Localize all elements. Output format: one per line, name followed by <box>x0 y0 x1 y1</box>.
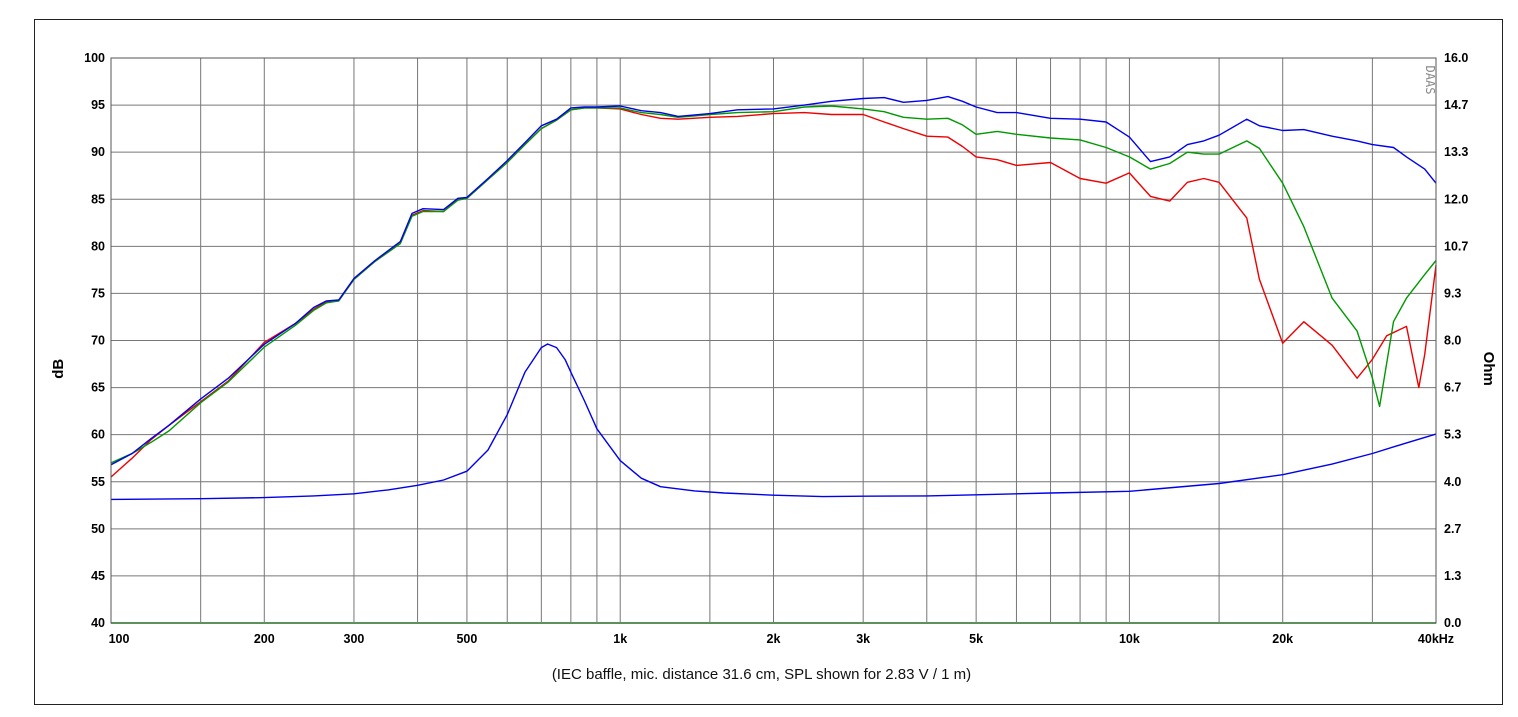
x-tick-label: 200 <box>254 632 275 646</box>
y2-tick-label: 13.3 <box>1444 145 1468 159</box>
x-tick-label: 100 <box>109 632 130 646</box>
y-axis-label: dB <box>50 359 67 379</box>
y-tick-label: 70 <box>91 334 105 348</box>
y-tick-label: 95 <box>91 98 105 112</box>
y2-tick-label: 0.0 <box>1444 616 1461 630</box>
y2-tick-labels: 0.0 1.3 2.7 4.0 5.3 6.7 8.0 9.3 10.7 12.0 13.3 14.7… <box>1444 51 1468 630</box>
y2-tick-label: 16.0 <box>1444 51 1468 65</box>
y2-tick-label: 1.3 <box>1444 569 1461 583</box>
y2-tick-label: 4.0 <box>1444 475 1461 489</box>
series-line-impedance <box>110 343 1437 501</box>
y2-tick-label: 2.7 <box>1444 522 1461 536</box>
x-tick-label: 40kHz <box>1418 632 1454 646</box>
y-tick-label: 85 <box>91 192 105 206</box>
y-tick-label: 60 <box>91 428 105 442</box>
y2-tick-label: 6.7 <box>1444 381 1461 395</box>
chart-frame: 100 200 300 500 1k 2k 3k 5k 10k 20k 40kHz 40 45 50 55… <box>34 19 1503 705</box>
watermark: DAAS <box>1423 66 1437 95</box>
y-tick-label: 50 <box>91 522 105 536</box>
x-tick-label: 5k <box>969 632 983 646</box>
y-tick-label: 90 <box>91 145 105 159</box>
y2-tick-label: 14.7 <box>1444 98 1468 112</box>
curves <box>110 95 1437 501</box>
y-tick-label: 55 <box>91 475 105 489</box>
x-tick-labels: 100 200 300 500 1k 2k 3k 5k 10k 20k 40kHz <box>109 632 1455 646</box>
x-tick-label: 1k <box>613 632 627 646</box>
y-tick-labels: 40 45 50 55 60 65 70 75 80 85 90 95 100 <box>84 51 105 630</box>
y2-axis-label: Ohm <box>1480 352 1497 386</box>
x-tick-label: 2k <box>767 632 781 646</box>
chart-caption: (IEC baffle, mic. distance 31.6 cm, SPL … <box>552 666 971 683</box>
x-tick-label: 10k <box>1119 632 1140 646</box>
x-tick-label: 300 <box>344 632 365 646</box>
y2-tick-label: 5.3 <box>1444 428 1461 442</box>
y-tick-label: 65 <box>91 381 105 395</box>
y-tick-label: 80 <box>91 239 105 253</box>
grid <box>110 57 1437 624</box>
y2-tick-label: 8.0 <box>1444 334 1461 348</box>
x-tick-label: 3k <box>856 632 870 646</box>
frequency-response-chart: 100 200 300 500 1k 2k 3k 5k 10k 20k 40kHz 40 45 50 55… <box>50 51 1497 683</box>
y2-tick-label: 12.0 <box>1444 192 1468 206</box>
x-tick-label: 20k <box>1272 632 1293 646</box>
y-tick-label: 100 <box>84 51 105 65</box>
y2-tick-label: 9.3 <box>1444 286 1461 300</box>
plot-border <box>110 57 1437 624</box>
y-tick-label: 40 <box>91 616 105 630</box>
x-tick-label: 500 <box>456 632 477 646</box>
y-tick-label: 45 <box>91 569 105 583</box>
y2-tick-label: 10.7 <box>1444 239 1468 253</box>
y-tick-label: 75 <box>91 286 105 300</box>
series-line-blue <box>110 95 1437 466</box>
